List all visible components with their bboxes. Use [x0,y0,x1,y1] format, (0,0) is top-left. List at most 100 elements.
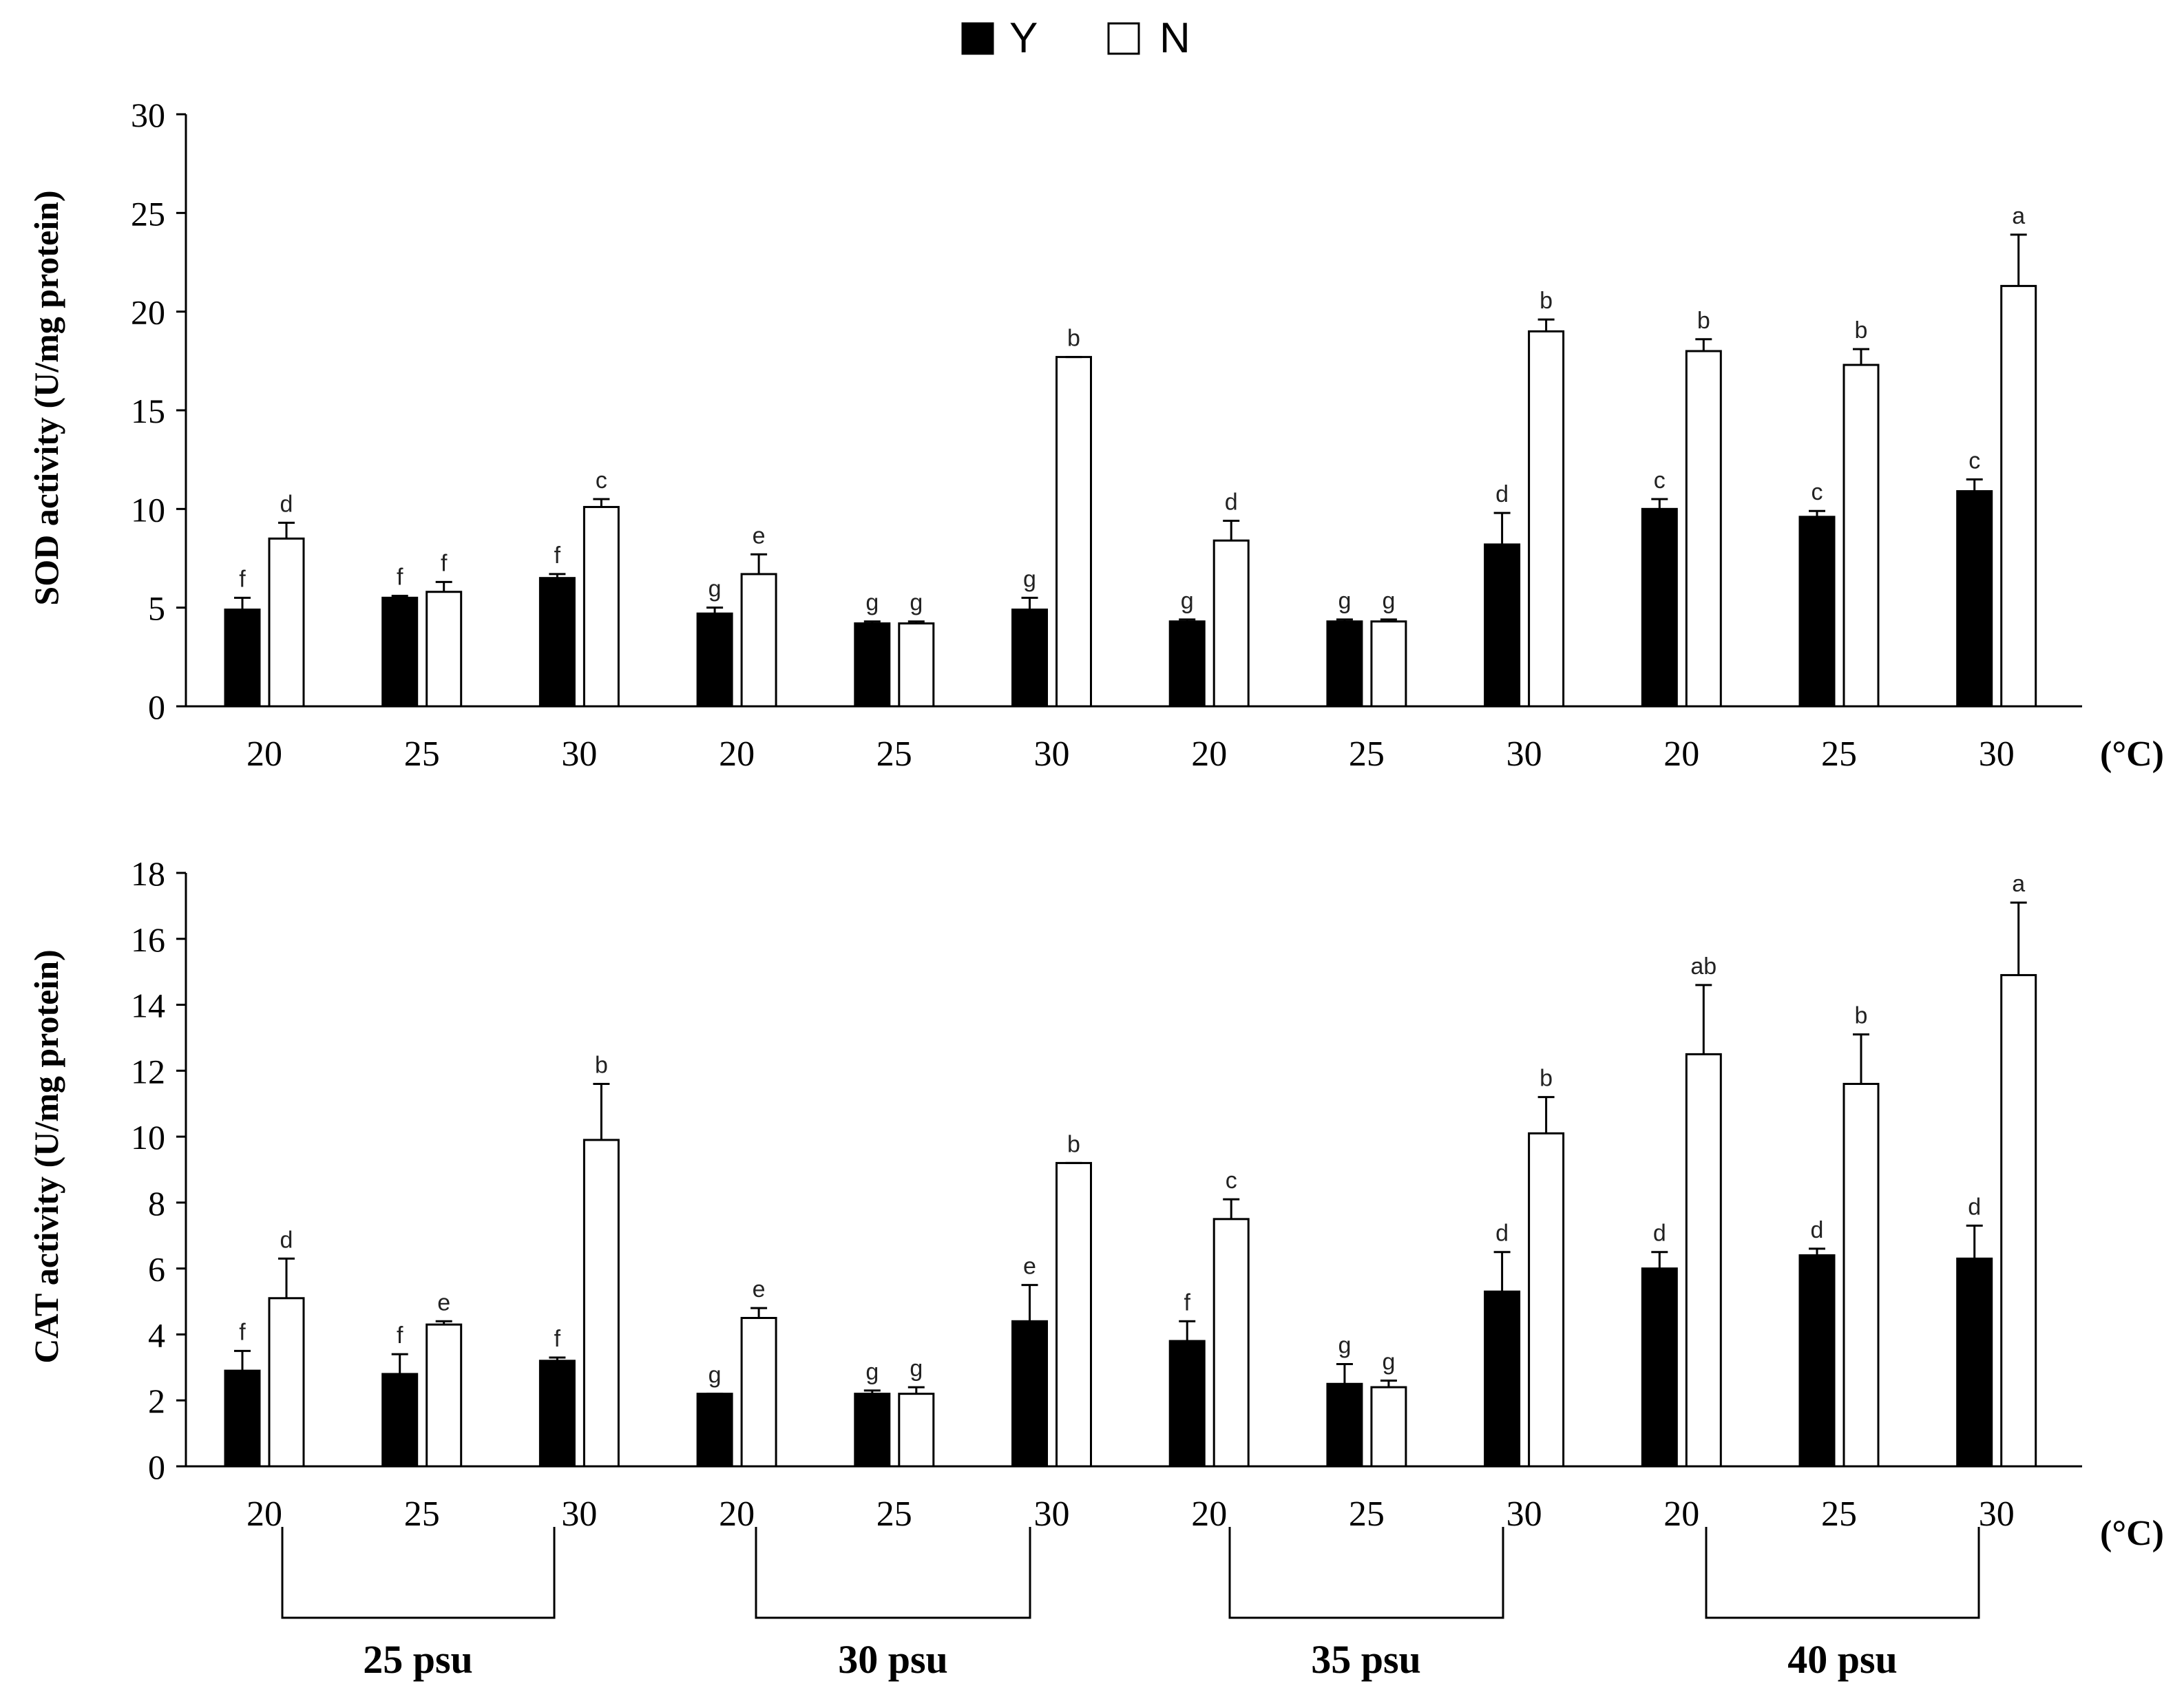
sod-x-unit: (°C) [2100,735,2164,774]
sod-x-tick-label: 25 [1349,735,1385,774]
sod-bar-n [1685,350,1722,708]
cat-x-tick-label: 25 [1349,1495,1385,1534]
cat-significance-label: b [1540,1066,1553,1092]
cat-x-tick-label: 30 [561,1495,597,1534]
cat-significance-label: a [2012,871,2025,897]
sod-significance-label: g [1023,566,1036,592]
cat-significance-label: e [753,1276,766,1302]
cat-significance-label: b [1067,1131,1080,1157]
cat-x-unit: (°C) [2100,1514,2164,1553]
sod-y-tick-label: 30 [131,96,165,134]
sod-x-tick-label: 25 [876,735,912,774]
cat-y-tick-label: 6 [148,1250,165,1289]
sod-y-tick-label: 15 [131,392,165,430]
cat-y-tick-label: 18 [131,854,165,893]
cat-significance-label: g [1382,1349,1395,1375]
sod-bar-n [1842,363,1880,708]
group-label-40psu: 40 psu [1787,1637,1898,1682]
cat-bar-n [426,1323,463,1468]
cat-significance-label: f [239,1319,246,1345]
sod-bar-y [1798,516,1836,708]
cat-significance-label: f [1184,1289,1190,1316]
sod-y-tick-label: 25 [131,194,165,233]
sod-x-tick-label: 20 [1191,735,1227,774]
cat-significance-label: g [1338,1333,1351,1359]
cat-significance-label: d [280,1227,293,1253]
group-label-25psu: 25 psu [363,1637,473,1682]
cat-y-tick-label: 12 [131,1052,165,1090]
sod-significance-label: a [2012,203,2025,229]
cat-significance-label: d [1811,1217,1824,1243]
sod-bar-n [426,591,463,708]
cat-x-tick-label: 25 [404,1495,440,1534]
cat-significance-label: g [910,1355,923,1382]
sod-bar-y [381,596,419,708]
sod-bar-y [696,612,733,708]
cat-y-tick-label: 2 [148,1382,165,1420]
cat-significance-label: f [554,1326,561,1352]
cat-bar-n [898,1393,935,1468]
cat-bar-y [1011,1320,1048,1468]
sod-significance-label: d [1225,489,1238,516]
cat-y-tick-label: 16 [131,920,165,959]
sod-significance-label: e [753,523,766,549]
cat-bar-n [1842,1082,1880,1468]
sod-significance-label: b [1540,288,1553,314]
cat-bar-y [538,1360,576,1468]
sod-x-tick-label: 20 [1663,735,1699,774]
sod-x-tick-label: 30 [1979,735,2015,774]
sod-significance-label: g [708,576,722,602]
cat-bar-n [582,1139,620,1468]
sod-bar-y [224,609,261,708]
group-label-30psu: 30 psu [838,1637,948,1682]
cat-bar-y [1956,1257,1993,1468]
group-bracket-30psu: 30 psu [755,1527,1031,1682]
sod-bar-y [1168,620,1206,708]
cat-bar-n [1370,1386,1407,1468]
cat-significance-label: c [1226,1168,1237,1194]
legend-label-n: N [1159,14,1190,62]
sod-bar-n [2000,284,2037,708]
cat-bar-y [854,1393,891,1468]
sod-significance-label: b [1697,308,1710,334]
cat-significance-label: d [1653,1221,1666,1247]
cat-x-tick-label: 30 [1034,1495,1070,1534]
cat-chart: CAT activity (U/mg protein) 0 2 4 6 8 10 12 14 1… [27,854,2164,1553]
cat-y-tick-label: 0 [148,1448,165,1486]
sod-significance-label: c [1968,447,1980,474]
sod-significance-label: g [865,590,879,616]
sod-x-tick-label: 30 [1506,735,1542,774]
cat-bar-y [696,1393,733,1468]
cat-significance-label: d [1495,1221,1509,1247]
cat-x-tick-label: 20 [1191,1495,1227,1534]
sod-bar-n [1370,620,1407,708]
cat-bar-y [1326,1382,1363,1468]
sod-bar-n [582,505,620,708]
cat-x-tick-label: 20 [1663,1495,1699,1534]
cat-significance-label: b [595,1052,608,1078]
sod-significance-label: c [596,467,607,494]
sod-x-tick-label: 30 [561,735,597,774]
cat-bar-y [381,1373,419,1468]
group-bracket-35psu: 35 psu [1228,1527,1504,1682]
sod-significance-label: f [554,542,561,569]
sod-x-tick-label: 30 [1034,735,1070,774]
sod-x-tick-label: 20 [719,735,755,774]
sod-significance-label: c [1654,467,1666,494]
cat-bar-n [268,1297,305,1468]
sod-bar-n [898,622,935,708]
legend-swatch-y [961,22,994,55]
sod-significance-label: c [1812,479,1823,505]
cat-bar-y [1798,1254,1836,1468]
cat-y-tick-label: 4 [148,1316,165,1354]
sod-chart: SOD activity (U/mg protein) 0 5 10 15 20 25 30… [27,96,2164,774]
cat-significance-label: g [865,1359,879,1385]
cat-bar-n [1056,1161,1092,1468]
sod-significance-label: b [1855,317,1868,344]
cat-bar-n [1528,1132,1565,1468]
sod-significance-label: f [239,566,246,592]
sod-significance-label: g [1338,588,1351,614]
cat-x-tick-label: 25 [1821,1495,1857,1534]
sod-bar-n [740,573,777,708]
